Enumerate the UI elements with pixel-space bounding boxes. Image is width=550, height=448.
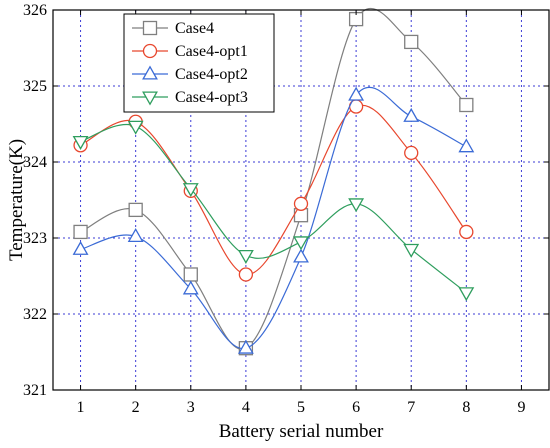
y-tick-label: 322 <box>23 306 47 323</box>
series-line-case4 <box>80 8 467 350</box>
data-point-case4-opt3 <box>182 183 199 198</box>
legend-marker <box>142 43 158 59</box>
data-point-case4 <box>404 34 419 50</box>
data-point-case4-opt2 <box>182 280 199 295</box>
data-point-case4-opt1 <box>459 224 474 240</box>
data-point-case4-opt1 <box>238 267 254 282</box>
x-tick-label: 3 <box>187 399 195 416</box>
legend-item-case4-opt1: Case4-opt1 <box>132 43 248 60</box>
data-point-case4-opt2 <box>127 228 144 243</box>
ticks: 1 2 3 4 5 6 7 8 9 321 322 323 324 325 326 <box>23 2 549 416</box>
data-point-case4 <box>183 267 198 282</box>
x-axis-label: Battery serial number <box>219 421 384 442</box>
legend-item-case4-opt2: Case4-opt2 <box>132 65 248 83</box>
legend-marker <box>142 91 158 106</box>
x-tick-label: 8 <box>462 399 470 416</box>
x-tick-label: 1 <box>77 399 85 416</box>
legend-label: Case4-opt2 <box>175 66 248 83</box>
legend-label: Case4 <box>175 20 214 37</box>
x-tick-label: 7 <box>407 399 415 416</box>
data-point-case4-opt2 <box>403 107 420 122</box>
x-tick-label: 4 <box>242 399 250 416</box>
y-tick-label: 326 <box>23 2 47 19</box>
x-tick-label: 5 <box>297 399 305 416</box>
legend-marker <box>142 65 158 80</box>
legend-item-case4-opt3: Case4-opt3 <box>132 89 248 106</box>
data-point-case4-opt3 <box>348 198 365 213</box>
grid <box>53 9 549 391</box>
data-point-case4-opt2 <box>458 138 475 153</box>
data-point-case4 <box>128 202 143 218</box>
data-point-case4-opt3 <box>127 120 144 135</box>
legend: Case4 Case4-opt1 Case4-opt2 Case4-opt3 <box>123 13 275 113</box>
data-point-case4 <box>73 224 88 240</box>
legend-label: Case4-opt1 <box>175 43 248 60</box>
y-tick-label: 321 <box>23 382 47 399</box>
x-tick-label: 6 <box>352 399 360 416</box>
y-tick-label: 325 <box>23 78 47 95</box>
data-point-case4-opt2 <box>348 86 365 101</box>
data-point-case4-opt2 <box>237 339 254 354</box>
data-point-case4-opt3 <box>458 287 475 302</box>
data-point-case4-opt1 <box>404 145 419 161</box>
series-line-case4-opt1 <box>80 104 467 276</box>
data-point-case4-opt2 <box>293 248 309 263</box>
series-layer <box>72 8 475 356</box>
data-point-case4 <box>459 97 474 113</box>
legend-item-case4: Case4 <box>132 20 214 37</box>
data-point-case4-opt3 <box>403 243 420 258</box>
series-case4-opt2 <box>72 86 475 354</box>
data-point-case4-opt3 <box>72 135 89 150</box>
legend-label: Case4-opt3 <box>175 89 248 106</box>
series-case4-opt3 <box>72 120 475 302</box>
y-tick-label: 324 <box>23 154 47 171</box>
data-point-case4-opt1 <box>293 196 309 211</box>
x-tick-label: 9 <box>517 399 525 416</box>
x-tick-label: 2 <box>132 399 140 416</box>
y-axis-label: Temperature(K) <box>6 139 27 261</box>
data-point-case4-opt3 <box>237 249 254 264</box>
y-tick-label: 323 <box>23 230 47 247</box>
legend-marker <box>142 20 158 36</box>
data-point-case4-opt2 <box>72 240 89 255</box>
series-line-case4-opt2 <box>80 86 467 349</box>
data-point-case4-opt3 <box>293 236 309 251</box>
